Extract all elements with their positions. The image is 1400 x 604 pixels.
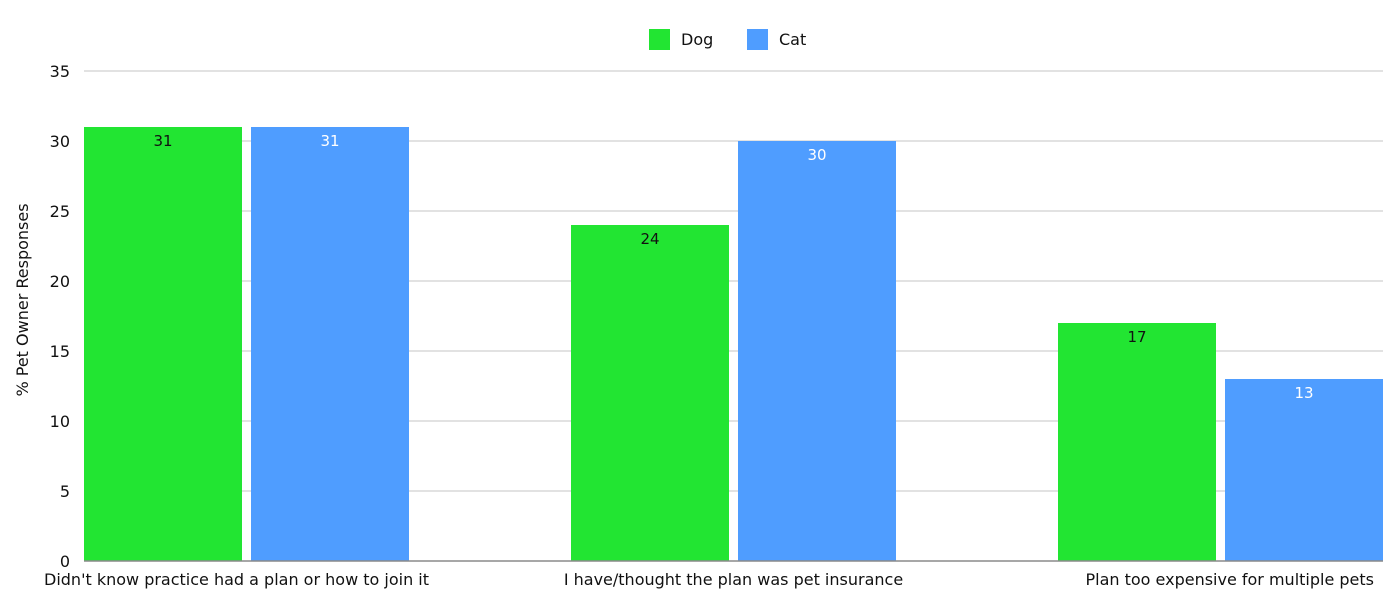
y-tick-label: 30 <box>50 132 70 151</box>
data-label: 13 <box>1294 384 1313 402</box>
y-tick-label: 10 <box>50 412 70 431</box>
bar-dog[interactable] <box>1058 323 1216 561</box>
x-category-label: Plan too expensive for multiple pets <box>1085 570 1374 589</box>
data-labels: 31 31 24 30 17 13 <box>153 132 1313 402</box>
bar-cat[interactable] <box>738 141 896 561</box>
data-label: 17 <box>1127 328 1146 346</box>
x-category-label: I have/thought the plan was pet insuranc… <box>564 570 903 589</box>
data-label: 31 <box>153 132 172 150</box>
bars <box>84 127 1383 561</box>
legend-item-dog[interactable]: Dog <box>649 29 713 50</box>
legend-label: Cat <box>779 30 806 49</box>
data-label: 24 <box>640 230 659 248</box>
y-tick-label: 25 <box>50 202 70 221</box>
bar-dog[interactable] <box>84 127 242 561</box>
data-label: 30 <box>807 146 826 164</box>
bar-dog[interactable] <box>571 225 729 561</box>
y-tick-label: 5 <box>60 482 70 501</box>
data-label: 31 <box>320 132 339 150</box>
y-tick-label: 15 <box>50 342 70 361</box>
y-tick-label: 20 <box>50 272 70 291</box>
y-tick-label: 0 <box>60 552 70 571</box>
axes: 0 5 10 15 20 25 30 35 Didn't know practice had a… <box>44 62 1383 589</box>
bar-cat[interactable] <box>1225 379 1383 561</box>
legend-swatch <box>649 29 670 50</box>
y-tick-label: 35 <box>50 62 70 81</box>
legend[interactable]: Dog Cat <box>649 29 806 50</box>
x-category-label: Didn't know practice had a plan or how t… <box>44 570 429 589</box>
legend-item-cat[interactable]: Cat <box>747 29 806 50</box>
bar-cat[interactable] <box>251 127 409 561</box>
y-axis-title: % Pet Owner Responses <box>13 203 32 396</box>
legend-label: Dog <box>681 30 713 49</box>
legend-swatch <box>747 29 768 50</box>
